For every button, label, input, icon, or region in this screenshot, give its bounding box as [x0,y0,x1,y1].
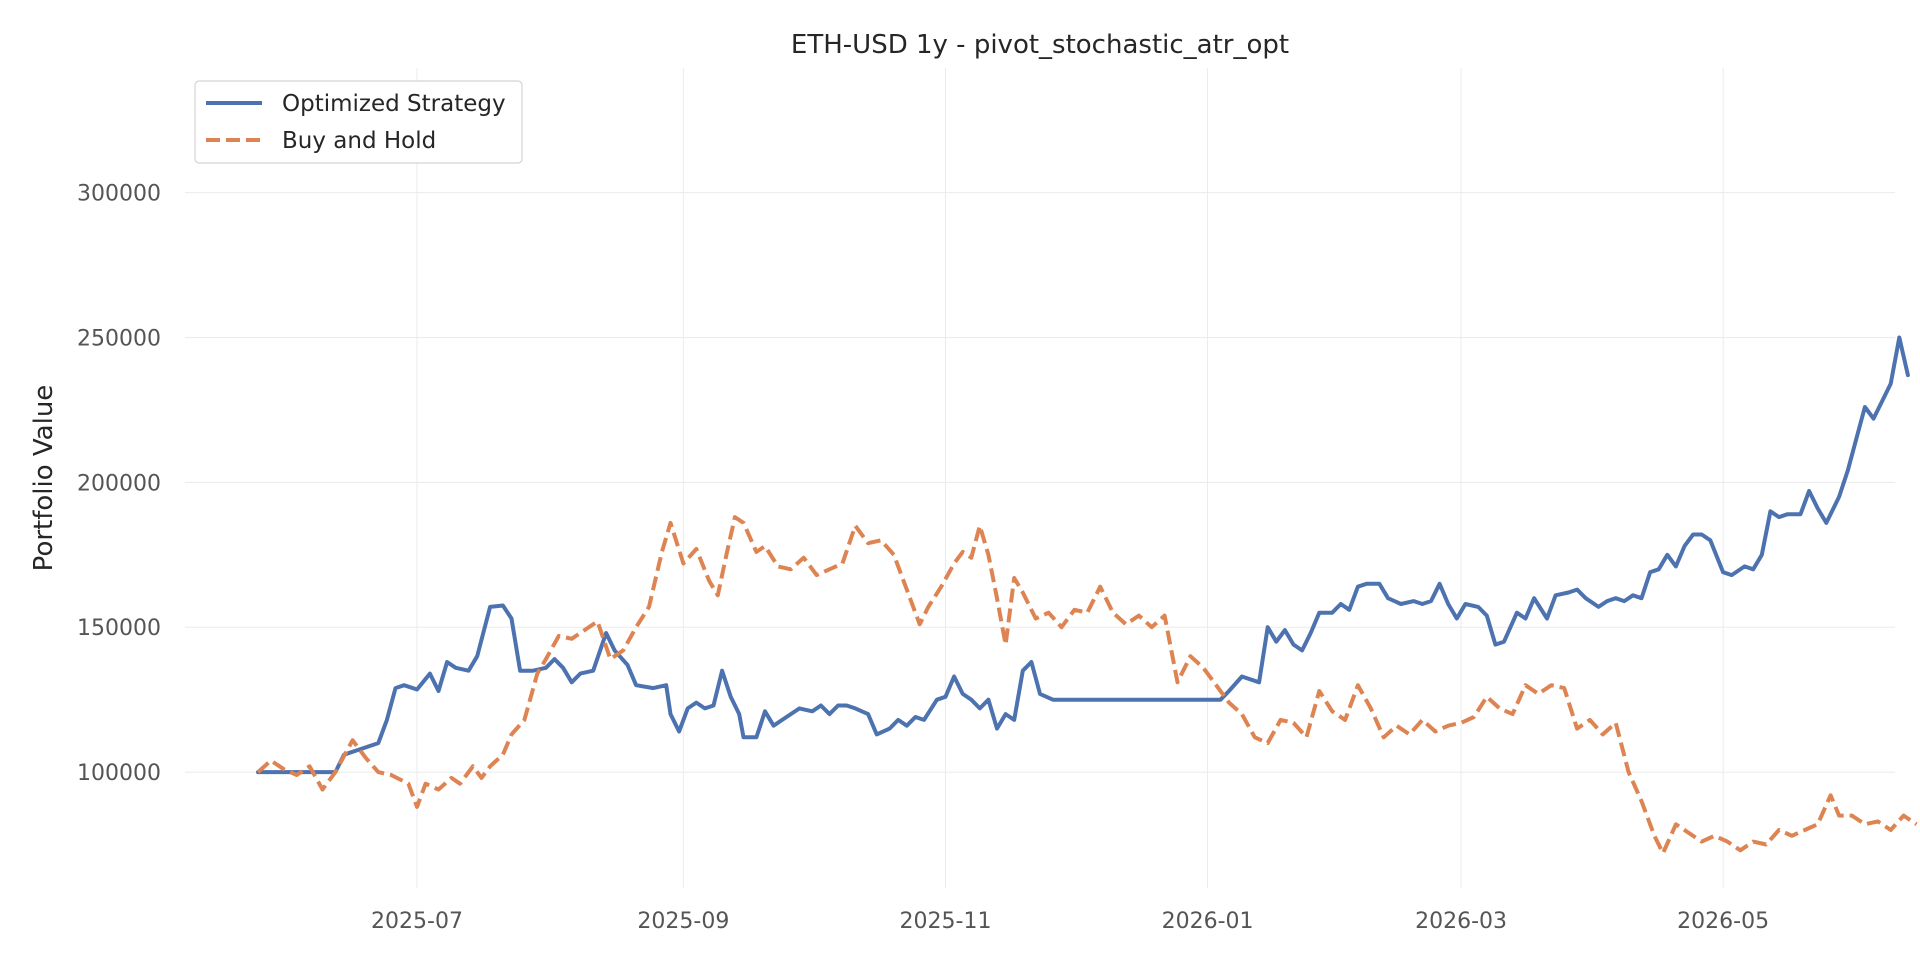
series-line-buy-and-hold [256,515,1918,856]
x-tick-label: 2026-05 [1677,909,1769,934]
x-axis-ticks: 2025-07 2025-09 2025-11 2026-01 2026-03 2026-… [371,909,1769,934]
y-axis-label: Portfolio Value [29,385,59,572]
y-tick-label: 150000 [77,616,161,641]
x-tick-label: 2025-07 [371,909,463,934]
x-tick-label: 2025-11 [900,909,992,934]
y-tick-label: 250000 [77,326,161,351]
y-tick-label: 300000 [77,182,161,207]
series-line-optimized-strategy [256,335,1910,775]
x-tick-label: 2026-01 [1162,909,1254,934]
y-axis-ticks: 100000 150000 200000 250000 300000 [77,182,161,787]
y-tick-label: 100000 [77,761,161,786]
grid-lines [185,68,1895,888]
chart-title: ETH-USD 1y - pivot_stochastic_atr_opt [791,30,1289,60]
x-tick-label: 2025-09 [637,909,729,934]
legend-label-optimized-strategy: Optimized Strategy [282,91,506,117]
legend-box [194,80,523,164]
x-tick-label: 2026-03 [1415,909,1507,934]
legend-label-buy-and-hold: Buy and Hold [282,128,436,154]
y-tick-label: 200000 [77,471,161,496]
legend: Optimized Strategy Buy and Hold [194,80,523,164]
series-lines [256,335,1918,856]
